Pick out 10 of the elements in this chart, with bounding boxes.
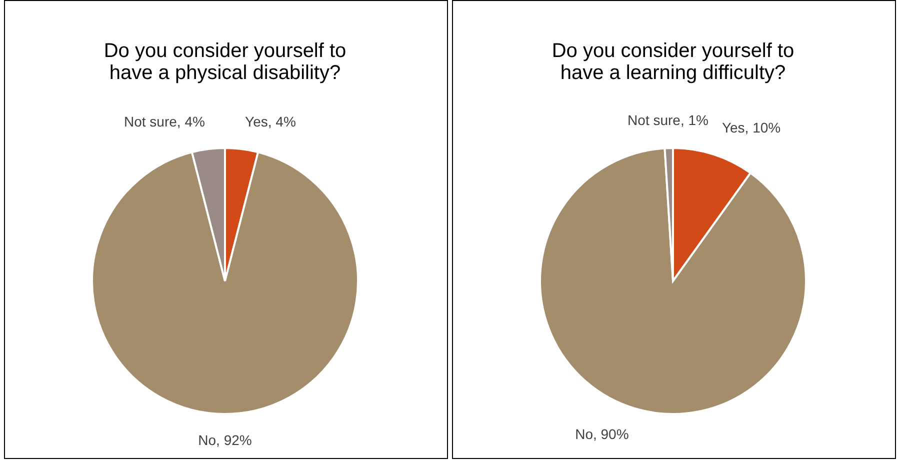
slice-label: No, 92%: [198, 432, 252, 448]
slice-label: Yes, 10%: [722, 120, 781, 136]
chart-title: Do you consider yourself to have a learning difficulty?: [552, 40, 794, 84]
slice-label: Not sure, 4%: [124, 113, 205, 130]
pie-slice: [91, 151, 359, 415]
chart-title: Do you consider yourself to have a physical disability?: [104, 40, 346, 84]
pie-slice: [539, 147, 807, 415]
slice-label: Not sure, 1%: [628, 112, 708, 128]
slice-label: No, 90%: [575, 426, 629, 442]
slice-label: Yes, 4%: [245, 113, 296, 130]
